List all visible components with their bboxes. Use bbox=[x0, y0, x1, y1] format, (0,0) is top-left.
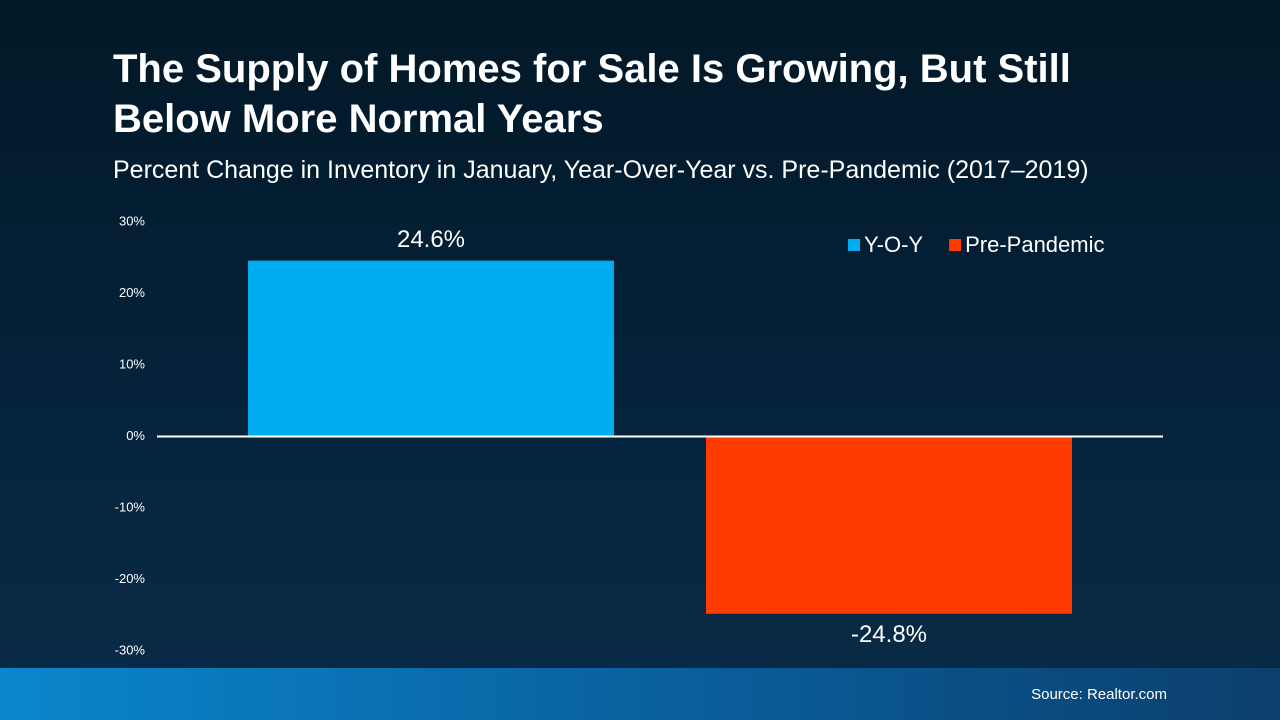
y-tick-label: -30% bbox=[115, 642, 146, 657]
y-tick-label: -10% bbox=[115, 499, 146, 514]
footer: Source: Realtor.com bbox=[0, 668, 1280, 720]
chart-subtitle: Percent Change in Inventory in January, … bbox=[113, 156, 1089, 184]
legend-swatch bbox=[848, 239, 860, 251]
bar bbox=[706, 436, 1072, 614]
legend-label: Y-O-Y bbox=[864, 232, 923, 257]
chart: -30% -20% -10% 0% 10% 20% 30% 24.6% -24.8% Y-O-Y P… bbox=[115, 213, 1104, 657]
bar bbox=[248, 260, 614, 437]
legend-swatch bbox=[949, 239, 962, 251]
source: Source: Realtor.com bbox=[1031, 686, 1167, 703]
y-tick-label: 10% bbox=[119, 356, 145, 371]
chart-title: The Supply of Homes for Sale Is Growing,… bbox=[113, 47, 1071, 141]
y-tick-label: 0% bbox=[126, 428, 145, 443]
y-tick-label: 20% bbox=[119, 285, 145, 300]
data-label: -24.8% bbox=[851, 621, 927, 648]
y-tick-label: 30% bbox=[119, 213, 145, 228]
legend-label: Pre-Pandemic bbox=[965, 232, 1104, 257]
y-tick-label: -20% bbox=[115, 571, 146, 586]
data-label: 24.6% bbox=[397, 226, 465, 253]
